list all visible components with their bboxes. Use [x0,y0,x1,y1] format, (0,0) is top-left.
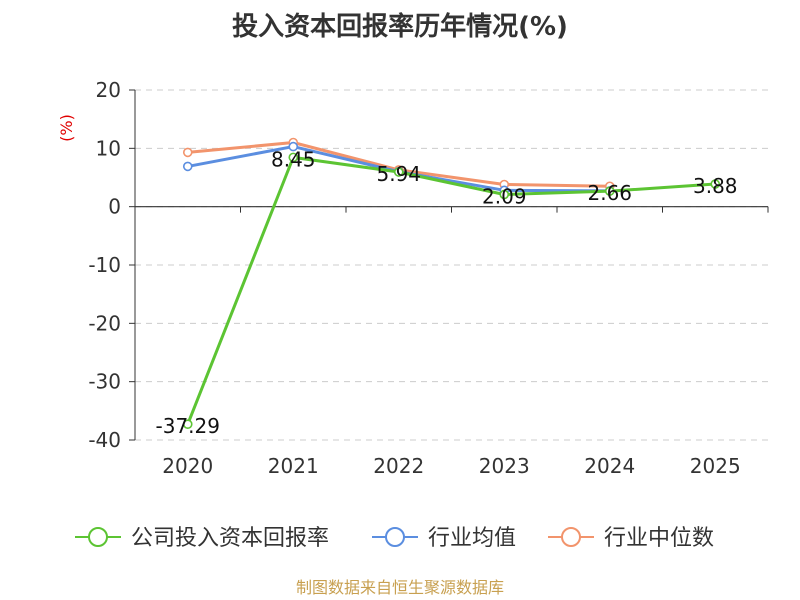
y-tick-label: 0 [108,195,121,219]
legend-label: 行业均值 [428,526,516,551]
source-note: 制图数据来自恒生聚源数据库 [295,578,504,597]
data-point-0 [288,152,299,163]
y-tick-label: -30 [88,370,121,394]
data-point-1 [182,161,193,172]
legend-marker [561,527,581,547]
y-tick-label: 10 [96,136,121,160]
y-tick-label: -40 [88,428,121,452]
y-axis-unit: (%) [57,114,76,142]
data-label: 2.66 [587,181,632,205]
data-point-0 [393,167,404,177]
y-tick-label: -10 [88,253,121,277]
data-point-0 [182,419,193,429]
y-tick-label: -20 [88,311,121,335]
legend-label: 行业中位数 [604,526,714,551]
data-label: -37.29 [156,414,220,438]
data-point-2 [182,147,193,158]
legend-label: 公司投入资本回报率 [131,526,329,551]
chart-title: 投入资本回报率历年情况(%) [232,12,568,42]
x-tick-label: 2022 [373,454,424,478]
y-tick-label: 20 [96,78,121,102]
legend-marker [385,527,405,547]
data-point-0 [499,189,510,200]
x-tick-label: 2024 [584,454,635,478]
data-label: 5.94 [376,162,421,186]
legend-marker [88,527,108,547]
data-point-0 [710,179,721,189]
x-tick-label: 2023 [479,454,530,478]
data-label: 8.45 [271,147,316,171]
data-point-1 [288,141,299,152]
series-line-0 [186,155,716,425]
data-label: 3.88 [693,174,738,198]
x-tick-label: 2021 [268,454,319,478]
data-label: 2.09 [482,184,527,208]
x-tick-label: 2020 [162,454,213,478]
data-point-0 [604,186,615,196]
x-tick-label: 2025 [690,454,741,478]
